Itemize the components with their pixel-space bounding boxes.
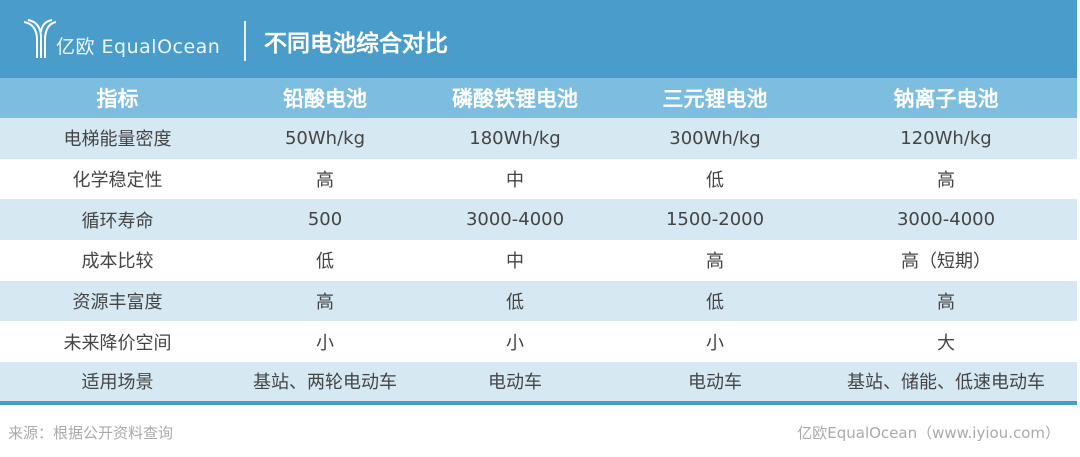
table-row: 未来降价空间小小小大 bbox=[0, 321, 1077, 363]
row-label: 循环寿命 bbox=[0, 199, 235, 241]
table-row: 资源丰富度高低低高 bbox=[0, 280, 1077, 322]
table-cell: 小 bbox=[615, 321, 815, 363]
divider bbox=[244, 21, 246, 61]
table-cell: 高 bbox=[615, 240, 815, 281]
table-cell: 电动车 bbox=[415, 362, 615, 405]
column-header: 钠离子电池 bbox=[815, 78, 1077, 118]
table-cell: 500 bbox=[235, 199, 415, 241]
column-header: 铅酸电池 bbox=[235, 78, 415, 118]
table-cell: 180Wh/kg bbox=[415, 118, 615, 159]
table-cell: 300Wh/kg bbox=[615, 118, 815, 159]
table-cell: 高 bbox=[815, 280, 1077, 322]
table-row: 化学稳定性高中低高 bbox=[0, 158, 1077, 200]
table-cell: 小 bbox=[415, 321, 615, 363]
table-cell: 大 bbox=[815, 321, 1077, 363]
row-label: 成本比较 bbox=[0, 240, 235, 281]
table-cell: 小 bbox=[235, 321, 415, 363]
table-row: 成本比较低中高高（短期） bbox=[0, 240, 1077, 281]
table-cell: 基站、储能、低速电动车 bbox=[815, 362, 1077, 405]
column-header: 指标 bbox=[0, 78, 235, 118]
table-cell: 基站、两轮电动车 bbox=[235, 362, 415, 405]
table-row: 循环寿命 500 3000-4000 1500-2000 3000-4000 bbox=[0, 199, 1077, 241]
table-cell: 3000-4000 bbox=[815, 199, 1077, 241]
table-cell: 高 bbox=[235, 158, 415, 200]
row-label: 电梯能量密度 bbox=[0, 118, 235, 159]
brand-name: 亿欧 EqualOcean bbox=[56, 36, 221, 58]
table-cell: 3000-4000 bbox=[415, 199, 615, 241]
source-note: 来源：根据公开资料查询 bbox=[8, 424, 174, 442]
table-row: 电梯能量密度 50Wh/kg 180Wh/kg 300Wh/kg 120Wh/kg bbox=[0, 118, 1077, 159]
comparison-table: 指标 铅酸电池 磷酸铁锂电池 三元锂电池 钠离子电池 电梯能量密度 50Wh/kg… bbox=[0, 78, 1077, 405]
row-label: 未来降价空间 bbox=[0, 321, 235, 363]
table-cell: 中 bbox=[415, 158, 615, 200]
table-header-row: 指标 铅酸电池 磷酸铁锂电池 三元锂电池 钠离子电池 bbox=[0, 78, 1077, 118]
table-cell: 高 bbox=[235, 280, 415, 322]
page-title: 不同电池综合对比 bbox=[264, 31, 448, 57]
equalocean-logo-icon bbox=[23, 19, 57, 58]
table-cell: 低 bbox=[235, 240, 415, 281]
table-cell: 高（短期） bbox=[815, 240, 1077, 281]
table-cell: 120Wh/kg bbox=[815, 118, 1077, 159]
table-cell: 电动车 bbox=[615, 362, 815, 405]
table-cell: 低 bbox=[415, 280, 615, 322]
row-label: 化学稳定性 bbox=[0, 158, 235, 200]
table-cell: 50Wh/kg bbox=[235, 118, 415, 159]
table-row: 适用场景 基站、两轮电动车 电动车 电动车 基站、储能、低速电动车 bbox=[0, 362, 1077, 405]
row-label: 资源丰富度 bbox=[0, 280, 235, 322]
credit-note: 亿欧EqualOcean（www.iyiou.com） bbox=[797, 424, 1060, 442]
table-cell: 高 bbox=[815, 158, 1077, 200]
column-header: 磷酸铁锂电池 bbox=[415, 78, 615, 118]
table-cell: 中 bbox=[415, 240, 615, 281]
table-cell: 低 bbox=[615, 158, 815, 200]
table-cell: 低 bbox=[615, 280, 815, 322]
table-cell: 1500-2000 bbox=[615, 199, 815, 241]
title-banner: 亿欧 EqualOcean 不同电池综合对比 bbox=[0, 0, 1077, 78]
row-label: 适用场景 bbox=[0, 362, 235, 405]
column-header: 三元锂电池 bbox=[615, 78, 815, 118]
